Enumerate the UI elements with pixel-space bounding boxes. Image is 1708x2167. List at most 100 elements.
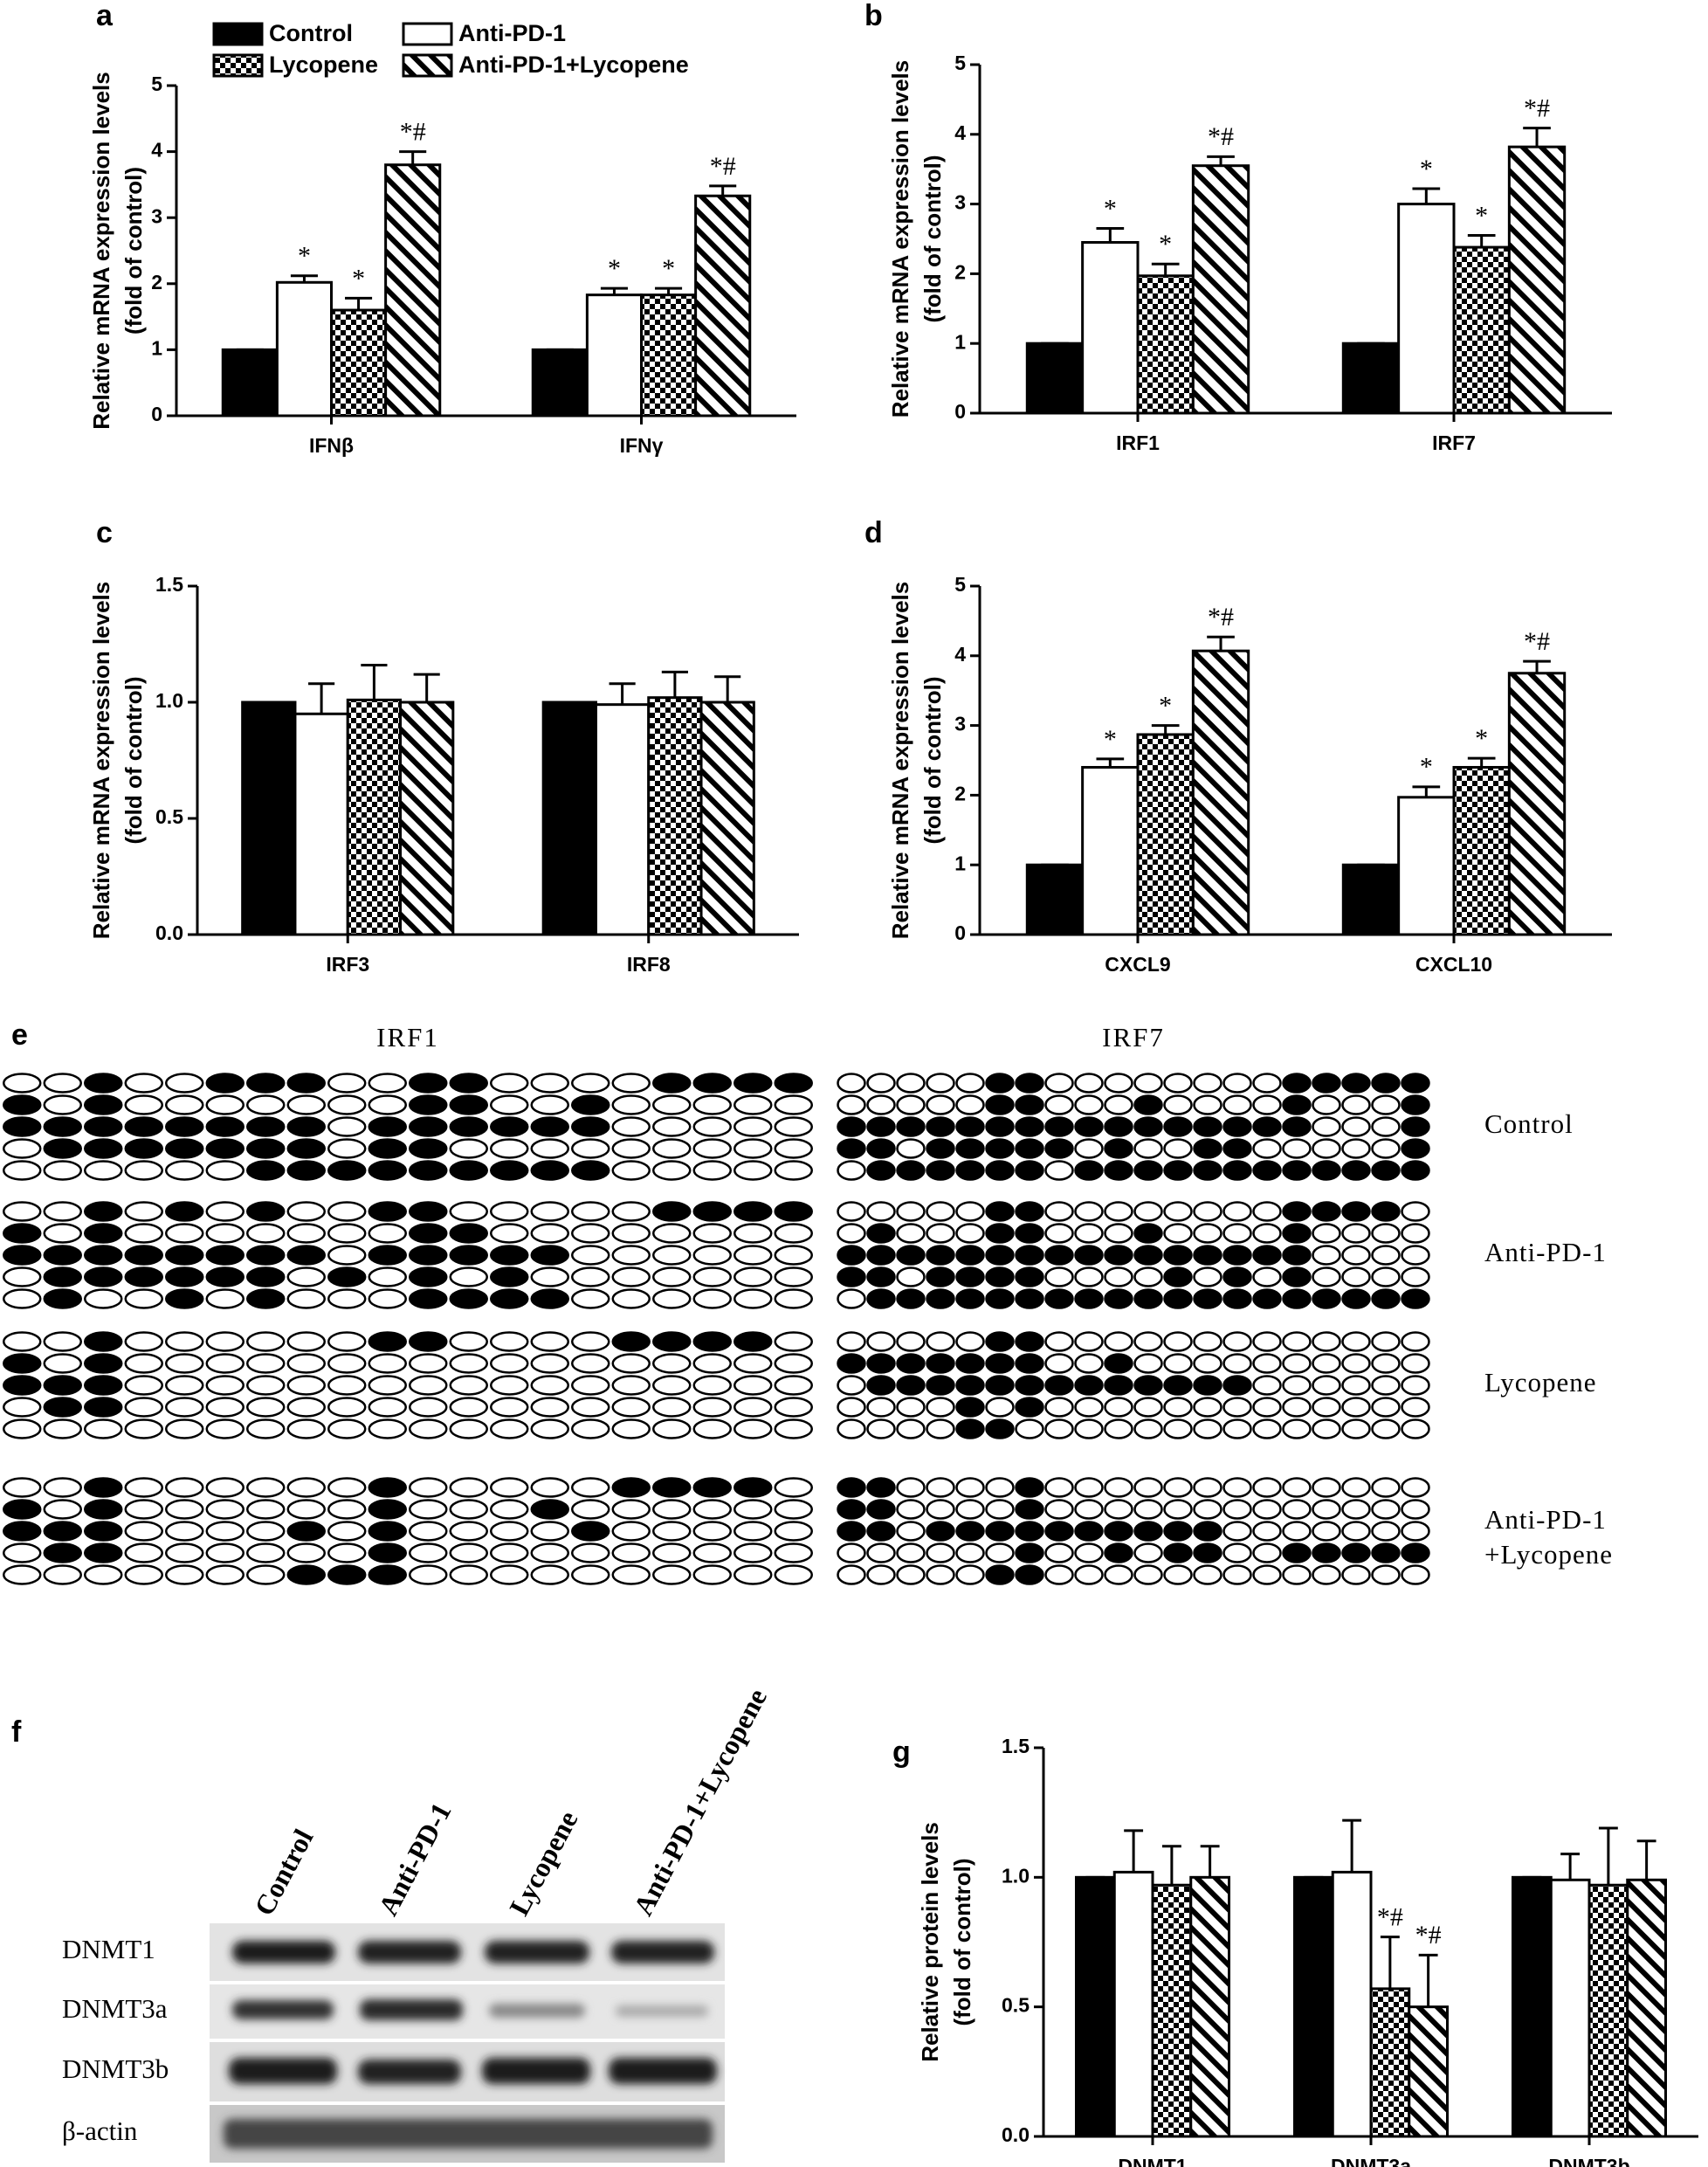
cpg-site bbox=[124, 1201, 163, 1222]
cpg-site bbox=[1222, 1116, 1252, 1137]
cpg-site bbox=[1401, 1521, 1430, 1542]
cpg-site bbox=[246, 1477, 286, 1498]
y-tick-label: 5 bbox=[151, 72, 162, 95]
cpg-site bbox=[409, 1397, 448, 1418]
cpg-site bbox=[866, 1397, 896, 1418]
cpg-site bbox=[165, 1353, 204, 1374]
cpg-site bbox=[84, 1138, 123, 1159]
significance-label: *# bbox=[1524, 627, 1550, 656]
cpg-site bbox=[733, 1418, 773, 1439]
cpg-site bbox=[1371, 1353, 1401, 1374]
significance-label: * bbox=[1104, 725, 1117, 754]
cpg-site bbox=[368, 1073, 407, 1094]
y-tick-label: 0.5 bbox=[1002, 1994, 1030, 2017]
cpg-site bbox=[3, 1564, 42, 1585]
cpg-site bbox=[409, 1223, 448, 1244]
cpg-site bbox=[205, 1223, 244, 1244]
bar bbox=[640, 293, 698, 418]
y-tick-label: 3 bbox=[151, 204, 162, 227]
cpg-site bbox=[1371, 1288, 1401, 1309]
cpg-site bbox=[286, 1201, 326, 1222]
cpg-site bbox=[1222, 1073, 1252, 1094]
cpg-site bbox=[733, 1160, 773, 1181]
cpg-site bbox=[1133, 1138, 1163, 1159]
cpg-site bbox=[1104, 1397, 1133, 1418]
cpg-site bbox=[165, 1223, 204, 1244]
cpg-site bbox=[896, 1138, 926, 1159]
significance-label: * bbox=[662, 254, 675, 283]
bar bbox=[1549, 1878, 1591, 2138]
panel-label: a bbox=[96, 0, 114, 32]
blot-row-label: DNMT3b bbox=[62, 2053, 169, 2084]
cpg-site bbox=[3, 1477, 42, 1498]
cpg-site bbox=[837, 1223, 866, 1244]
cpg-site bbox=[1252, 1073, 1282, 1094]
cpg-site bbox=[985, 1245, 1015, 1266]
cpg-site bbox=[327, 1116, 367, 1137]
x-tick-label: IFNβ bbox=[309, 434, 354, 457]
cpg-site bbox=[652, 1201, 692, 1222]
cpg-site bbox=[571, 1094, 610, 1115]
cpg-site bbox=[286, 1521, 326, 1542]
cpg-site bbox=[866, 1288, 896, 1309]
cpg-site bbox=[1222, 1331, 1252, 1352]
cpg-site bbox=[246, 1073, 286, 1094]
cpg-site bbox=[985, 1499, 1015, 1520]
cpg-site bbox=[926, 1288, 955, 1309]
cpg-site bbox=[692, 1375, 732, 1396]
cpg-site bbox=[165, 1116, 204, 1137]
cpg-site bbox=[571, 1499, 610, 1520]
cpg-site bbox=[449, 1094, 488, 1115]
cpg-site bbox=[205, 1353, 244, 1374]
cpg-site bbox=[837, 1477, 866, 1498]
y-axis-label: Relative mRNA expression levels bbox=[88, 582, 114, 939]
cpg-site bbox=[1163, 1375, 1193, 1396]
cpg-site bbox=[368, 1266, 407, 1287]
cpg-site bbox=[896, 1353, 926, 1374]
cpg-site bbox=[837, 1138, 866, 1159]
cpg-site bbox=[1044, 1397, 1074, 1418]
cpg-site bbox=[1074, 1521, 1104, 1542]
cpg-site bbox=[571, 1331, 610, 1352]
cpg-site bbox=[837, 1564, 866, 1585]
cpg-site bbox=[1104, 1094, 1133, 1115]
bar bbox=[275, 280, 333, 418]
cpg-site bbox=[1341, 1375, 1371, 1396]
cpg-site bbox=[896, 1160, 926, 1181]
cpg-site bbox=[774, 1245, 813, 1266]
cpg-site bbox=[490, 1477, 529, 1498]
cpg-site bbox=[246, 1116, 286, 1137]
cpg-site bbox=[246, 1160, 286, 1181]
cpg-site bbox=[1133, 1499, 1163, 1520]
cpg-site bbox=[1222, 1521, 1252, 1542]
cpg-site bbox=[1312, 1288, 1341, 1309]
cpg-site bbox=[985, 1201, 1015, 1222]
cpg-site bbox=[571, 1223, 610, 1244]
cpg-site bbox=[866, 1073, 896, 1094]
cpg-site bbox=[1341, 1223, 1371, 1244]
cpg-site bbox=[1133, 1331, 1163, 1352]
lane-label: Control bbox=[248, 1824, 320, 1921]
cpg-site bbox=[3, 1542, 42, 1563]
cpg-site bbox=[611, 1073, 651, 1094]
cpg-site bbox=[449, 1521, 488, 1542]
cpg-site bbox=[692, 1521, 732, 1542]
cpg-site bbox=[246, 1521, 286, 1542]
bar bbox=[1189, 1875, 1230, 2138]
y-axis-label: (fold of control) bbox=[919, 155, 946, 322]
cpg-site bbox=[611, 1160, 651, 1181]
cpg-site bbox=[571, 1245, 610, 1266]
significance-label: *# bbox=[1377, 1902, 1403, 1931]
cpg-site bbox=[774, 1288, 813, 1309]
cpg-site bbox=[774, 1160, 813, 1181]
bar bbox=[1512, 1875, 1553, 2138]
cpg-site bbox=[896, 1397, 926, 1418]
y-tick-label: 1.0 bbox=[155, 689, 183, 712]
y-axis-label: Relative mRNA expression levels bbox=[887, 60, 913, 418]
cpg-site bbox=[692, 1245, 732, 1266]
cpg-site bbox=[3, 1418, 42, 1439]
bar bbox=[1397, 796, 1456, 936]
cpg-site bbox=[1015, 1245, 1044, 1266]
group-label: Anti-PD-1 bbox=[1484, 1237, 1607, 1267]
cpg-site bbox=[449, 1288, 488, 1309]
